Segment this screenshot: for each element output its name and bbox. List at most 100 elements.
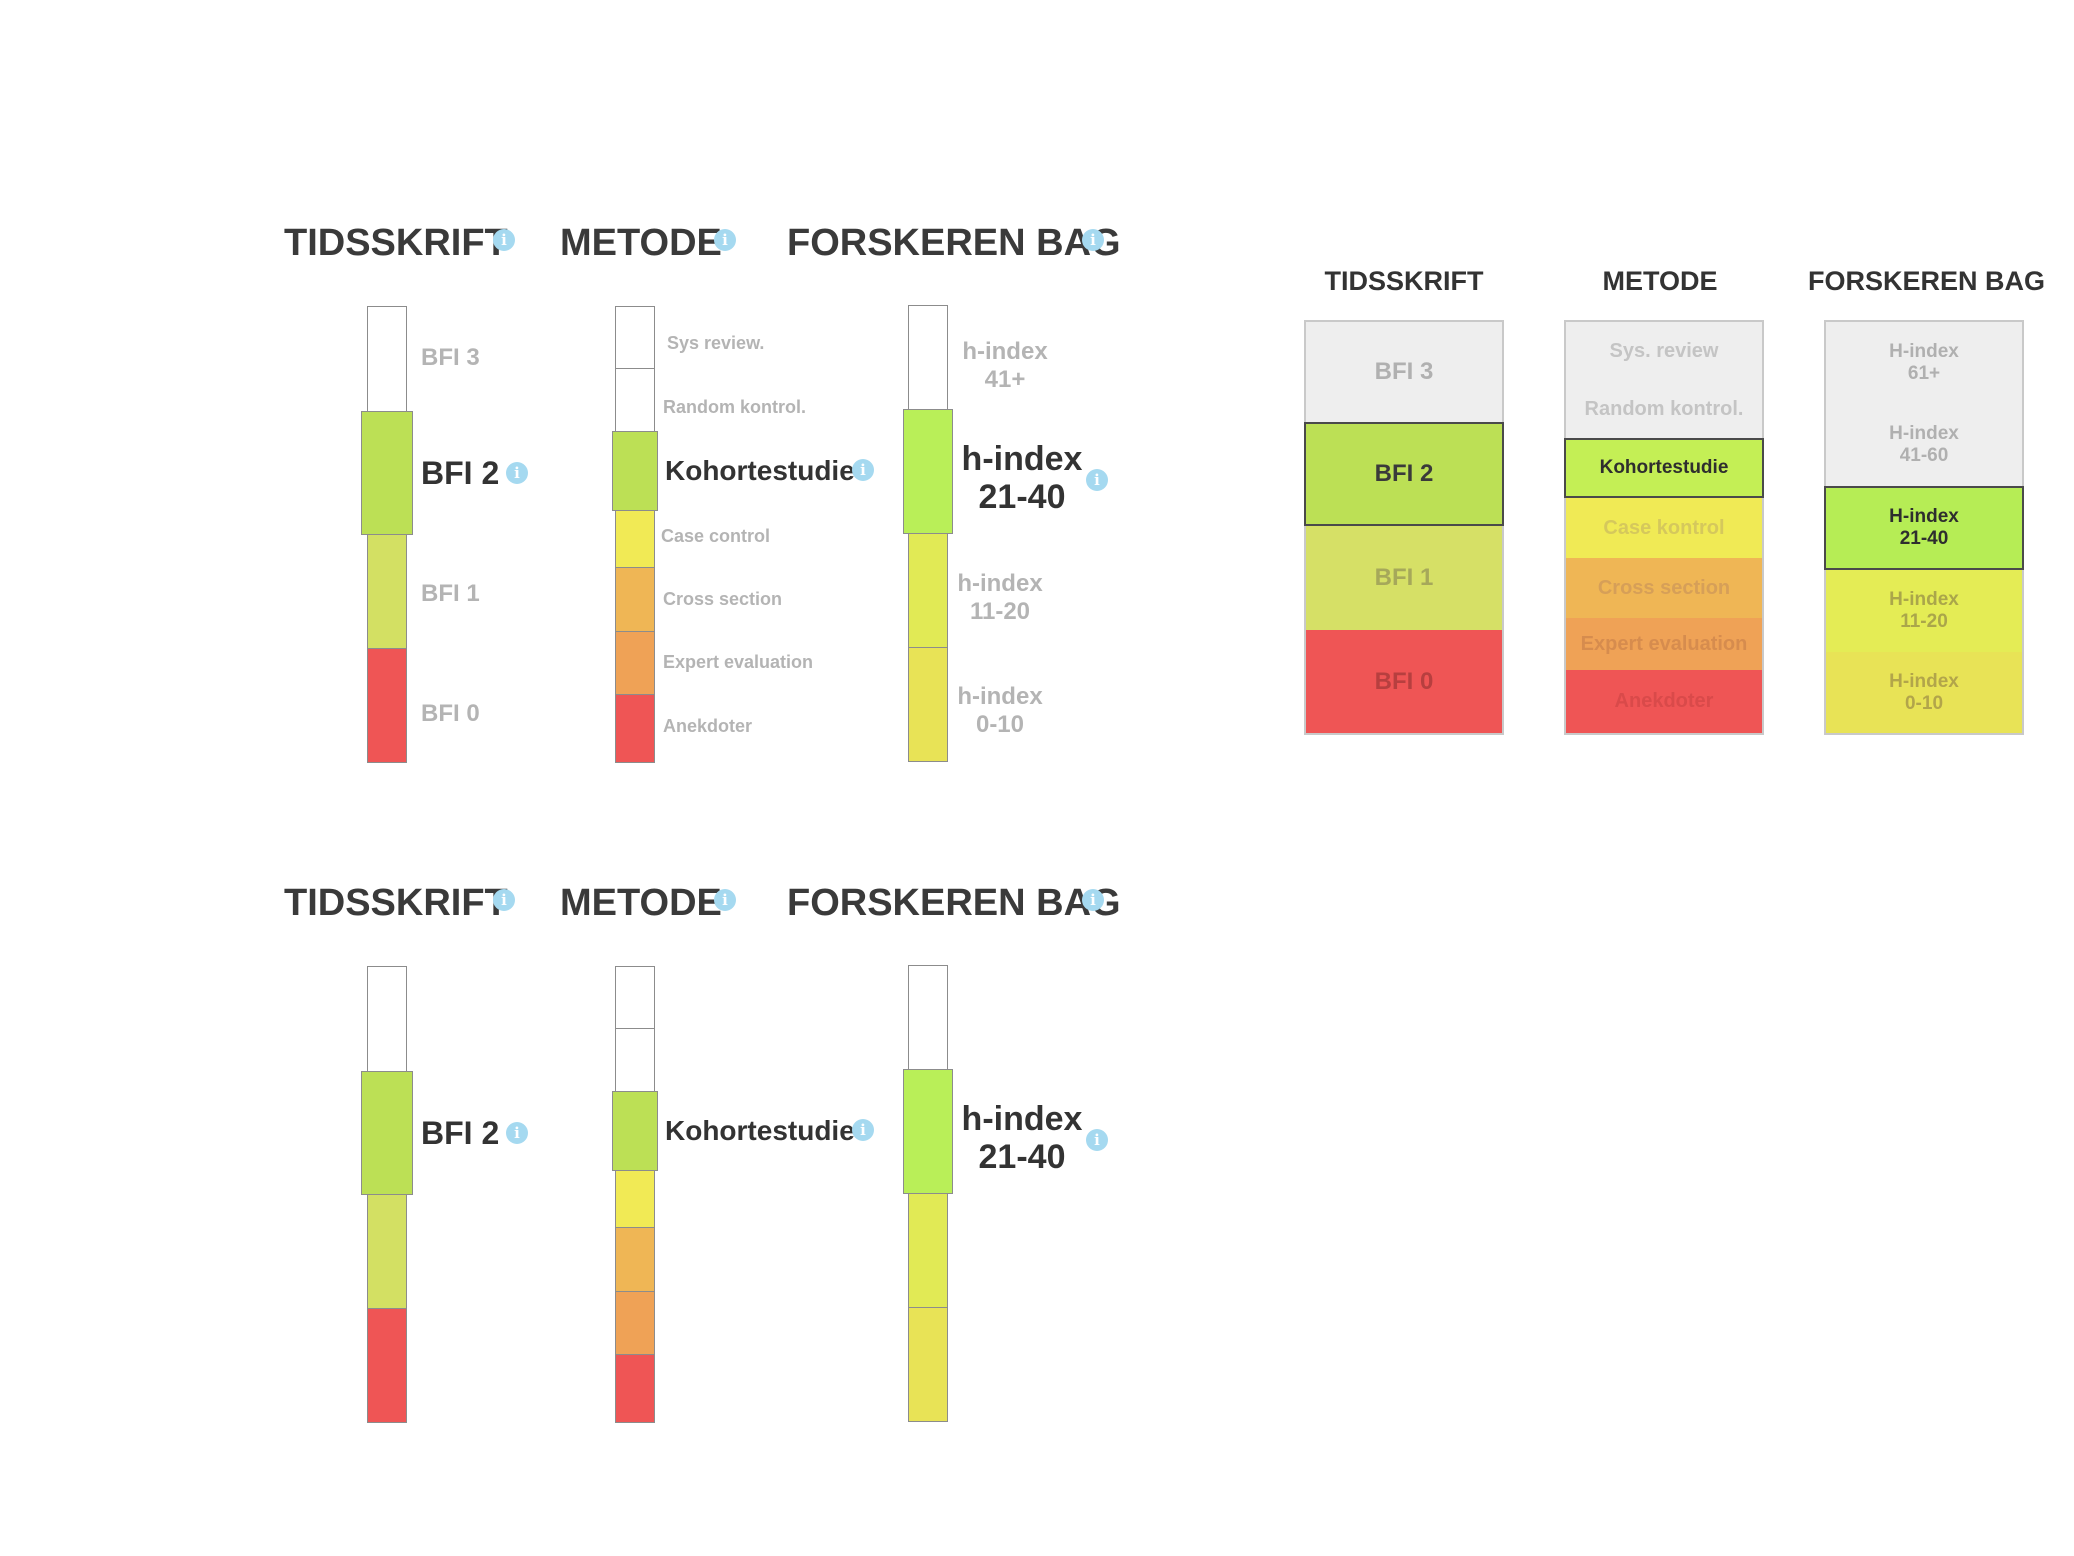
level-block[interactable]: H-index 61+ [1826, 322, 2022, 404]
bar-segment[interactable] [615, 966, 655, 1029]
info-icon[interactable]: i [493, 229, 515, 251]
bar-segment-active[interactable] [361, 1071, 413, 1195]
level-block[interactable]: H-index 11-20 [1826, 570, 2022, 652]
level-block-line: H-index [1889, 670, 1959, 692]
bar-segment-bfi2-active[interactable] [361, 411, 413, 535]
level-block-line: H-index [1889, 341, 1959, 363]
info-icon[interactable]: i [714, 229, 736, 251]
bar-segment[interactable] [615, 1354, 655, 1423]
bar-segment-bfi1[interactable] [367, 534, 407, 649]
level-block[interactable]: BFI 3 [1306, 322, 1502, 422]
level-block-line: 0-10 [1904, 692, 1944, 714]
bar-segment[interactable] [908, 1307, 948, 1422]
level-block-line: 61+ [1907, 363, 1941, 384]
level-block-line: 11-20 [1900, 611, 1948, 632]
level-label: Random kontrol. [663, 397, 806, 417]
bar-segment[interactable] [615, 1291, 655, 1355]
level-label-line: h-index [961, 1100, 1083, 1138]
level-block-active[interactable]: H-index 21-40 [1824, 486, 2024, 570]
bar-segment[interactable] [908, 305, 948, 410]
level-label-line: 21-40 [978, 1138, 1066, 1177]
level-block-line: H-index [1889, 423, 1959, 445]
info-icon[interactable]: i [1082, 229, 1104, 251]
bar-segment[interactable] [615, 1170, 655, 1228]
level-label-line: h-index [957, 683, 1043, 710]
level-label-line: 41+ [984, 365, 1026, 393]
level-block[interactable]: Expert evaluation [1566, 618, 1762, 670]
bar-segment[interactable] [908, 533, 948, 648]
level-block[interactable]: Anekdoter [1566, 670, 1762, 733]
header-forskeren: FORSKEREN BAG [1808, 266, 2046, 296]
level-block[interactable]: H-index 0-10 [1826, 652, 2022, 733]
bar-segment[interactable] [615, 510, 655, 568]
level-block-line: H-index [1889, 589, 1959, 611]
level-block-line: H-index [1889, 506, 1959, 528]
info-icon[interactable]: i [1082, 889, 1104, 911]
level-block[interactable]: BFI 1 [1306, 526, 1502, 630]
level-label-line: h-index [961, 440, 1083, 478]
forskeren-column: H-index 61+ H-index 41-60 H-index 21-40 … [1824, 320, 2024, 735]
info-icon[interactable]: i [506, 462, 528, 484]
bar-segment[interactable] [615, 368, 655, 432]
level-label: BFI 0 [421, 700, 480, 727]
level-block-active[interactable]: Kohortestudie [1564, 438, 1764, 498]
bar-segment[interactable] [367, 1308, 407, 1423]
bar-segment-bfi0[interactable] [367, 648, 407, 763]
level-label: Anekdoter [663, 716, 753, 736]
level-label-line: h-index [957, 570, 1043, 597]
info-icon[interactable]: i [1086, 469, 1108, 491]
level-block-line: 41-60 [1899, 445, 1949, 466]
level-label: h-index 0-10 [950, 683, 1050, 738]
bar-segment[interactable] [908, 1193, 948, 1308]
bar-segment[interactable] [908, 965, 948, 1070]
level-block[interactable]: Case kontrol [1566, 498, 1762, 558]
bar-segment[interactable] [367, 966, 407, 1072]
header-metode: METODE [560, 882, 722, 924]
level-label-line: 21-40 [978, 478, 1066, 517]
bar-segment[interactable] [615, 1028, 655, 1092]
info-icon[interactable]: i [1086, 1129, 1108, 1151]
active-level-label: h-index 21-40 [958, 1100, 1086, 1176]
level-block[interactable]: Cross section [1566, 558, 1762, 618]
level-label-line: 11-20 [969, 597, 1031, 625]
level-label-line: h-index [962, 338, 1048, 365]
header-metode: METODE [560, 222, 722, 264]
bar-segment-active[interactable] [903, 409, 953, 534]
header-tidsskrift: TIDSSKRIFT [284, 882, 508, 924]
info-icon[interactable]: i [852, 459, 874, 481]
bar-segment[interactable] [615, 631, 655, 695]
bar-segment[interactable] [615, 567, 655, 632]
active-level-label: h-index 21-40 [958, 440, 1086, 516]
level-label: Sys review. [667, 333, 765, 353]
level-label: Cross section [663, 589, 783, 609]
bar-segment[interactable] [908, 647, 948, 762]
level-label: Expert evaluation [663, 652, 814, 672]
bar-segment-bfi3[interactable] [367, 306, 407, 412]
bar-segment[interactable] [367, 1194, 407, 1309]
bar-segment[interactable] [615, 694, 655, 763]
bar-segment[interactable] [615, 1227, 655, 1292]
header-forskeren: FORSKEREN BAG [787, 222, 1121, 264]
level-block[interactable]: Random kontrol. [1566, 380, 1762, 438]
info-icon[interactable]: i [852, 1119, 874, 1141]
info-icon[interactable]: i [506, 1122, 528, 1144]
level-label: BFI 3 [421, 344, 480, 371]
bar-segment[interactable] [615, 306, 655, 369]
bar-segment-active[interactable] [612, 1091, 658, 1171]
tidsskrift-column: BFI 3 BFI 2 BFI 1 BFI 0 [1304, 320, 1504, 735]
active-level-label: BFI 2 [421, 1115, 500, 1151]
level-block-active[interactable]: BFI 2 [1304, 422, 1504, 526]
header-metode: METODE [1602, 266, 1718, 296]
bar-segment-active[interactable] [612, 431, 658, 511]
info-icon[interactable]: i [493, 889, 515, 911]
level-block[interactable]: H-index 41-60 [1826, 404, 2022, 486]
level-block[interactable]: Sys. review [1566, 322, 1762, 380]
info-icon[interactable]: i [714, 889, 736, 911]
level-label: Case control [661, 526, 771, 546]
level-label: h-index 11-20 [950, 570, 1050, 625]
level-block-line: 21-40 [1899, 528, 1949, 549]
active-level-label: Kohortestudie [665, 455, 855, 486]
level-block[interactable]: BFI 0 [1306, 630, 1502, 733]
level-label-line: 0-10 [975, 710, 1025, 738]
bar-segment-active[interactable] [903, 1069, 953, 1194]
